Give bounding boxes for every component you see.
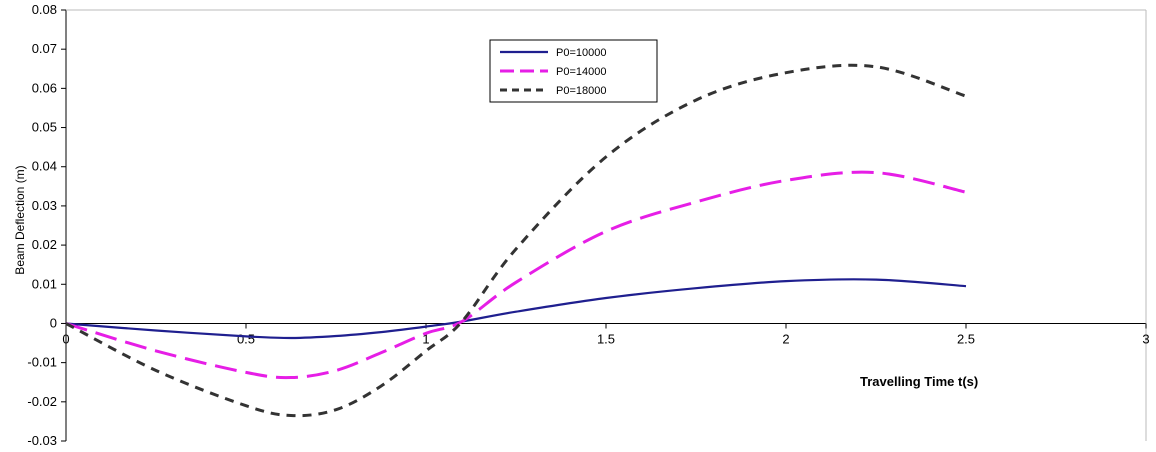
legend-label-3: P0=18000 [556, 85, 606, 97]
y-tick-label: -0.02 [27, 394, 57, 409]
y-tick-label: 0.02 [32, 237, 57, 252]
x-tick-label: 3 [1142, 331, 1149, 346]
legend-label-2: P0=14000 [556, 66, 606, 78]
y-ticks: -0.03 -0.02 -0.01 0 0.01 0.02 0.03 0.04 0.05 0.06… [27, 2, 66, 448]
y-tick-label: -0.03 [27, 433, 57, 448]
y-tick-label: -0.01 [27, 355, 57, 370]
x-ticks: 0 0.5 1 1.5 2 2.5 3 [62, 323, 1150, 346]
x-tick-label: 0.5 [237, 331, 255, 346]
x-tick-label: 2 [782, 331, 789, 346]
legend-box [489, 39, 658, 103]
y-tick-label: 0.06 [32, 80, 57, 95]
series-line-2 [65, 170, 967, 380]
y-tick-label: 0.07 [32, 41, 57, 56]
series-group [65, 63, 967, 418]
y-tick-label: 0.08 [32, 2, 57, 17]
y-tick-label: 0.05 [32, 120, 57, 135]
x-tick-label: 1.5 [597, 331, 615, 346]
y-tick-label: 0.03 [32, 198, 57, 213]
y-tick-label: 0 [50, 315, 57, 330]
y-axis-title: Beam Deflection (m) [13, 165, 27, 274]
legend-entries: P0=10000 P0=14000 P0=18000 [500, 47, 606, 97]
series-line-1 [65, 278, 967, 340]
x-tick-label: 2.5 [957, 331, 975, 346]
x-tick-label: 0 [62, 331, 69, 346]
y-tick-label: 0.04 [32, 159, 57, 174]
x-tick-label: 1 [422, 331, 429, 346]
legend-label-1: P0=10000 [556, 47, 606, 59]
x-axis-title: Travelling Time t(s) [860, 374, 978, 389]
y-tick-label: 0.01 [32, 276, 57, 291]
legend: P0=10000 P0=14000 P0=18000 [489, 39, 658, 103]
series-line-3 [65, 63, 967, 418]
